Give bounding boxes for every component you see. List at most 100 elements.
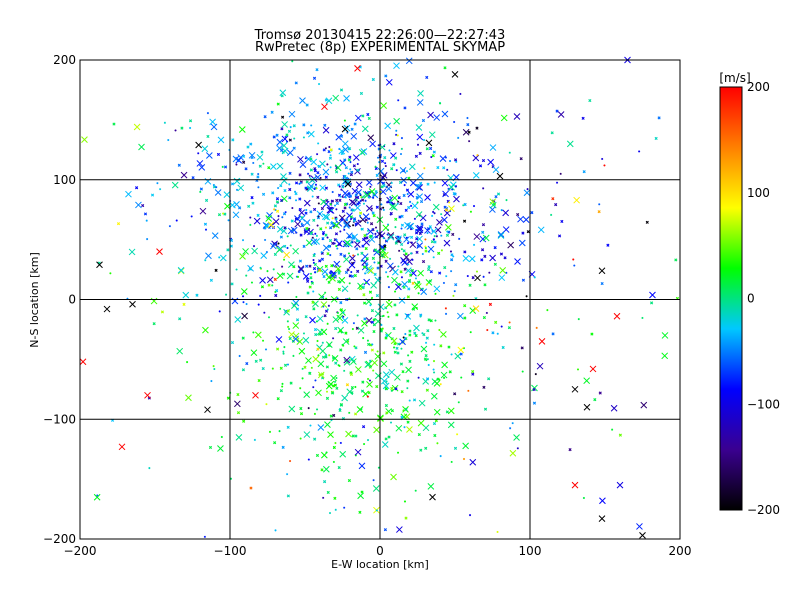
data-point	[489, 144, 497, 151]
data-point	[339, 403, 344, 407]
data-point	[394, 217, 398, 221]
data-point	[475, 270, 479, 273]
data-point	[509, 427, 512, 430]
scatter-points	[79, 56, 680, 539]
data-point	[185, 394, 192, 402]
data-point	[482, 316, 486, 320]
data-point	[408, 333, 412, 337]
data-point	[376, 250, 380, 254]
data-point	[326, 308, 329, 311]
data-point	[249, 486, 253, 490]
data-point	[384, 74, 388, 78]
data-point	[266, 276, 274, 284]
data-point	[339, 134, 344, 138]
data-point	[618, 433, 622, 437]
data-point	[339, 308, 344, 312]
data-point	[241, 312, 248, 320]
data-point	[429, 146, 433, 151]
data-point	[386, 239, 389, 242]
data-point	[163, 121, 166, 124]
data-point	[408, 399, 411, 402]
data-point	[301, 367, 304, 370]
data-point	[261, 339, 265, 342]
data-point	[407, 287, 411, 291]
data-point	[286, 235, 289, 238]
data-point	[355, 366, 362, 373]
data-point	[343, 158, 347, 162]
data-point	[426, 182, 430, 186]
data-point	[339, 450, 347, 458]
data-point	[214, 189, 222, 196]
data-point	[444, 312, 448, 315]
data-point	[334, 361, 338, 365]
data-point	[406, 242, 410, 245]
data-point	[518, 239, 526, 247]
data-point	[362, 301, 367, 305]
data-point	[381, 441, 389, 448]
data-point	[427, 363, 430, 367]
data-point	[393, 117, 400, 125]
data-point	[483, 254, 487, 258]
data-point	[368, 188, 376, 195]
data-point	[203, 222, 208, 226]
data-point	[533, 276, 536, 279]
data-point	[264, 238, 267, 242]
data-point	[396, 134, 399, 137]
data-point	[376, 156, 380, 159]
data-point	[387, 299, 391, 302]
data-point	[345, 383, 350, 387]
data-point	[96, 494, 99, 497]
data-point	[241, 239, 245, 242]
data-point	[295, 295, 298, 299]
data-point	[342, 338, 350, 345]
data-point	[416, 280, 421, 284]
data-point	[450, 258, 454, 262]
data-point	[424, 341, 428, 344]
data-point	[177, 163, 181, 167]
data-point	[285, 133, 289, 137]
data-point	[351, 327, 354, 331]
data-point	[581, 116, 585, 120]
data-point	[373, 272, 377, 276]
data-point	[382, 351, 386, 355]
data-point	[350, 199, 358, 207]
data-point	[370, 296, 374, 299]
data-point	[370, 348, 374, 352]
data-point	[365, 262, 369, 266]
data-point	[348, 198, 356, 206]
data-point	[457, 312, 464, 320]
data-point	[335, 208, 338, 211]
data-point	[356, 202, 360, 206]
data-point	[390, 203, 398, 211]
chart-title-line1: Tromsø 20130415 22:26:00—22:27:43	[254, 28, 506, 43]
data-point	[367, 116, 371, 121]
data-point	[361, 198, 365, 202]
data-point	[287, 327, 291, 331]
data-point	[322, 148, 326, 152]
data-point	[421, 118, 426, 123]
data-point	[272, 135, 276, 139]
data-point	[428, 279, 432, 283]
data-point	[335, 376, 338, 380]
data-point	[520, 346, 524, 350]
data-point	[423, 357, 427, 361]
data-point	[404, 313, 412, 320]
data-point	[337, 465, 341, 470]
data-point	[371, 77, 375, 82]
data-point	[267, 283, 271, 287]
data-point	[407, 205, 411, 210]
data-point	[79, 358, 87, 366]
data-point	[509, 449, 517, 457]
data-point	[331, 190, 334, 194]
data-point	[352, 154, 360, 161]
data-point	[396, 351, 400, 355]
data-point	[397, 342, 401, 346]
data-point	[338, 407, 342, 411]
data-point	[337, 279, 341, 284]
data-point	[307, 172, 310, 175]
data-point	[293, 137, 296, 140]
data-point	[264, 224, 269, 228]
data-point	[229, 238, 234, 243]
data-point	[583, 377, 591, 385]
data-point	[343, 228, 346, 231]
